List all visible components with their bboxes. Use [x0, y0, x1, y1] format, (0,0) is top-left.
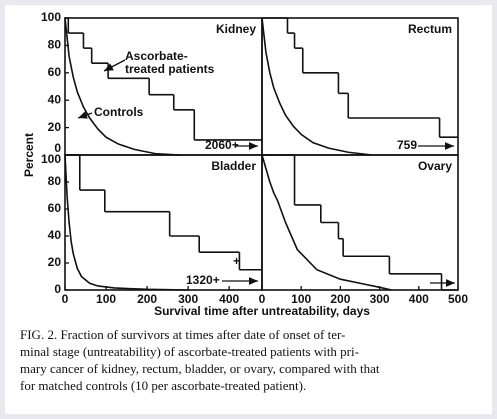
annotation: 759	[397, 138, 417, 152]
y-axis-label: Percent	[22, 133, 36, 177]
y-tick-label: 0	[54, 282, 61, 296]
caption: FIG. 2. Fraction of survivors at times a…	[20, 326, 480, 394]
arrows	[77, 59, 455, 287]
x-tick-label: 0	[62, 292, 69, 306]
y-tick-label: 40	[48, 92, 62, 106]
control-curve	[261, 17, 372, 156]
panel-title: Bladder	[211, 159, 256, 173]
caption-line: mary cancer of kidney, rectum, bladder, …	[20, 361, 380, 376]
y-tick-label: 60	[48, 201, 62, 215]
y-tick-label: 80	[48, 174, 62, 188]
y-tick-label: 40	[48, 228, 62, 242]
plot-frame	[64, 154, 263, 291]
x-tick-label: 300	[178, 292, 198, 306]
series-label: Controls	[94, 105, 144, 119]
caption-line: for matched controls (10 per ascorbate-t…	[20, 378, 307, 393]
y-tick-label: 80	[48, 38, 62, 52]
x-tick-label: 0	[259, 292, 266, 306]
y-tick-label: 100	[41, 10, 61, 24]
x-tick-label: 300	[370, 292, 390, 306]
x-tick-label: 100	[291, 292, 311, 306]
x-axis-label: Survival time after untreatability, days	[154, 304, 370, 318]
y-tick-label: 60	[48, 65, 62, 79]
plot-frame	[261, 17, 459, 156]
plot-frame	[261, 154, 459, 291]
y-tick-label: 20	[48, 255, 62, 269]
control-curve	[64, 17, 180, 156]
x-tick-label: 200	[330, 292, 350, 306]
control-curve	[261, 154, 392, 291]
y-tick-label: 100	[41, 152, 61, 166]
series-label: Ascorbate-treated patients	[125, 49, 215, 76]
caption-line: FIG. 2. Fraction of survivors at times a…	[20, 327, 346, 342]
panel-title: Ovary	[418, 159, 452, 173]
annotation: +	[233, 254, 240, 268]
panel-title: Rectum	[408, 22, 452, 36]
x-tick-label: 100	[96, 292, 116, 306]
y-tick-label: 0	[54, 141, 61, 155]
caption-line: minal stage (untreatability) of ascorbat…	[20, 344, 359, 359]
annotation: 1320+	[186, 273, 220, 287]
annotation: 2060+	[205, 138, 239, 152]
x-tick-label: 400	[219, 292, 239, 306]
figure	[5, 5, 492, 414]
panel-title: Kidney	[216, 22, 256, 36]
y-tick-label: 20	[48, 120, 62, 134]
plot-frame	[64, 17, 263, 156]
x-tick-label: 500	[448, 292, 468, 306]
x-tick-label: 400	[409, 292, 429, 306]
control-curve	[64, 154, 189, 291]
x-tick-label: 200	[137, 292, 157, 306]
